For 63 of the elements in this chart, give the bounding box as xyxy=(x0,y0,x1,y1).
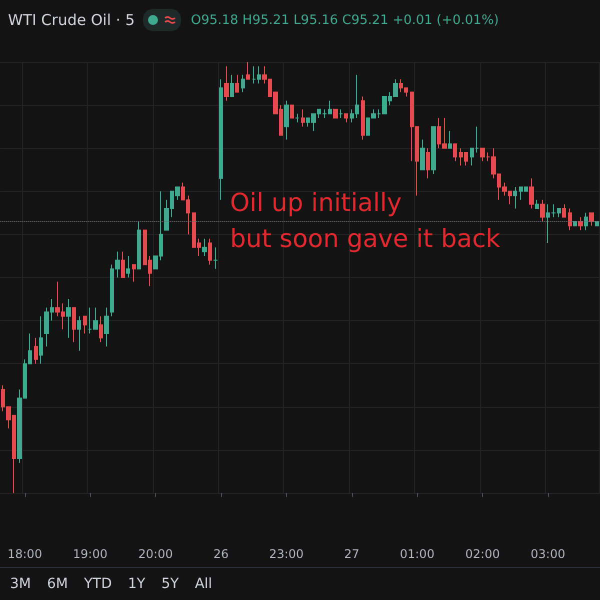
candlestick xyxy=(77,316,81,352)
candlestick xyxy=(420,139,425,170)
candlestick xyxy=(344,113,348,123)
candlestick xyxy=(568,208,572,231)
candlestick xyxy=(34,337,38,364)
candlestick xyxy=(301,108,305,128)
candlestick xyxy=(208,238,212,266)
chart-title: WTI Crude Oil · 5 xyxy=(8,11,135,29)
candlestick xyxy=(584,212,588,231)
candlestick xyxy=(562,204,566,218)
text: 1Y xyxy=(128,576,146,592)
x-tick-label: 23:00 xyxy=(269,547,304,561)
candlestick xyxy=(339,108,343,119)
candlestick xyxy=(137,220,141,270)
candlestick xyxy=(535,199,539,210)
candlestick xyxy=(333,108,338,119)
candlestick xyxy=(573,220,577,226)
candlestick xyxy=(513,186,517,210)
candlestick xyxy=(246,62,250,80)
candlestick xyxy=(126,255,130,278)
candlestick xyxy=(589,212,594,226)
text: YTD xyxy=(84,576,112,592)
candlestick xyxy=(431,126,436,175)
candlestick xyxy=(426,148,430,179)
x-tick-label: 26 xyxy=(213,547,229,561)
text: 3M xyxy=(10,576,31,592)
candlestick xyxy=(540,199,545,222)
annotation: Oil up initially but soon gave it back xyxy=(230,187,500,255)
x-tick-label: 02:00 xyxy=(465,547,500,561)
x-tick-label: 27 xyxy=(344,547,360,561)
candlestick xyxy=(224,66,229,102)
text: All xyxy=(194,576,212,592)
candlestick xyxy=(121,251,125,278)
x-tick-label: 19:00 xyxy=(72,547,108,561)
candlestick xyxy=(104,307,109,347)
x-tick-label: 03:00 xyxy=(530,547,566,561)
candlestick xyxy=(219,78,223,200)
candlestick xyxy=(448,130,452,149)
candlestick xyxy=(290,104,294,119)
text: 5Y xyxy=(161,576,179,592)
candlestick xyxy=(453,143,457,162)
candlestick xyxy=(99,316,103,343)
text: 6M xyxy=(47,576,68,592)
candlestick xyxy=(202,238,207,256)
candlestick xyxy=(578,216,583,231)
candlestick xyxy=(83,316,87,334)
candlestick xyxy=(529,178,534,210)
candlestick xyxy=(66,298,71,338)
candlestick xyxy=(132,264,136,282)
candlestick xyxy=(213,246,218,270)
candlestick xyxy=(235,74,239,93)
x-tick-label: 01:00 xyxy=(400,547,434,561)
candlestick xyxy=(39,316,43,364)
x-tick-label: 20:00 xyxy=(138,547,173,561)
candlestick xyxy=(295,113,299,123)
candlestick xyxy=(72,307,76,343)
candlestick xyxy=(284,100,289,140)
candlestick xyxy=(241,74,245,93)
x-tick-label: 18:00 xyxy=(8,547,42,561)
candlestick xyxy=(230,74,234,97)
chart-subtitle: O95.18 H95.21 L95.16 C95.21 +0.01 (+0.01%) xyxy=(190,12,499,28)
candlestick xyxy=(361,96,365,140)
candlestick xyxy=(595,220,599,226)
